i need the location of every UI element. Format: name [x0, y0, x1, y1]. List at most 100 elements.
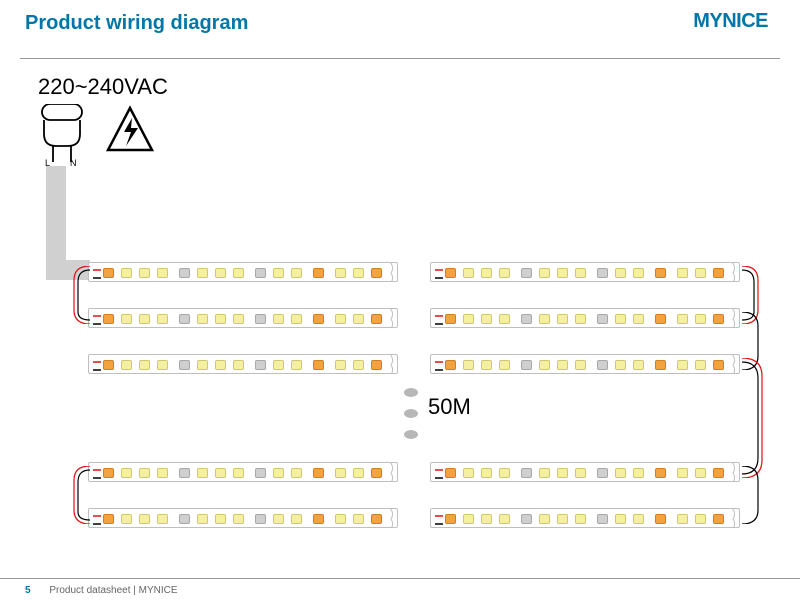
plug-label-n: N [70, 158, 77, 168]
led-grey [179, 468, 190, 478]
led-yellow [633, 314, 644, 324]
led-yellow [463, 268, 474, 278]
led-yellow [695, 314, 706, 324]
led-grey [521, 468, 532, 478]
led-yellow [291, 360, 302, 370]
led-orange [103, 360, 114, 370]
led-yellow [353, 268, 364, 278]
led-yellow [615, 314, 626, 324]
led-yellow [273, 268, 284, 278]
led-grey [597, 314, 608, 324]
led-grey [179, 514, 190, 524]
led-orange [713, 514, 724, 524]
led-yellow [575, 268, 586, 278]
led-yellow [481, 468, 492, 478]
led-yellow [273, 314, 284, 324]
led-yellow [463, 314, 474, 324]
led-yellow [557, 268, 568, 278]
led-grey [597, 360, 608, 370]
led-yellow [615, 268, 626, 278]
led-yellow [499, 360, 510, 370]
led-yellow [677, 314, 688, 324]
led-yellow [677, 514, 688, 524]
led-orange [445, 314, 456, 324]
led-orange [371, 268, 382, 278]
led-grey [597, 468, 608, 478]
led-yellow [121, 360, 132, 370]
led-yellow [557, 468, 568, 478]
led-yellow [481, 268, 492, 278]
led-yellow [677, 360, 688, 370]
led-yellow [539, 360, 550, 370]
strip-contact-pads [434, 467, 444, 479]
led-yellow [233, 360, 244, 370]
led-yellow [499, 514, 510, 524]
led-orange [103, 268, 114, 278]
led-yellow [197, 468, 208, 478]
led-orange [313, 360, 324, 370]
footer-divider [0, 578, 800, 579]
led-yellow [291, 468, 302, 478]
led-orange [713, 268, 724, 278]
led-orange [655, 268, 666, 278]
led-orange [445, 514, 456, 524]
led-yellow [557, 360, 568, 370]
wiring-diagram: 220~240VAC L N [0, 62, 800, 572]
led-grey [255, 268, 266, 278]
led-grey [521, 514, 532, 524]
led-yellow [215, 268, 226, 278]
led-orange [103, 468, 114, 478]
led-grey [179, 360, 190, 370]
led-yellow [615, 468, 626, 478]
led-orange [371, 468, 382, 478]
led-yellow [215, 360, 226, 370]
led-grey [521, 314, 532, 324]
led-yellow [215, 514, 226, 524]
led-yellow [139, 468, 150, 478]
led-grey [179, 268, 190, 278]
led-grey [255, 468, 266, 478]
led-yellow [353, 468, 364, 478]
led-grey [597, 514, 608, 524]
led-yellow [139, 314, 150, 324]
led-yellow [121, 268, 132, 278]
led-grey [521, 360, 532, 370]
led-orange [103, 514, 114, 524]
led-yellow [695, 360, 706, 370]
strip-contact-pads [434, 313, 444, 325]
led-orange [371, 314, 382, 324]
footer-caption: Product datasheet | MYNICE [49, 585, 177, 596]
led-orange [713, 360, 724, 370]
led-yellow [139, 360, 150, 370]
footer: 5 Product datasheet | MYNICE [0, 578, 800, 602]
page-title: Product wiring diagram [25, 12, 248, 34]
led-yellow [291, 268, 302, 278]
led-yellow [633, 360, 644, 370]
led-yellow [291, 514, 302, 524]
led-orange [655, 514, 666, 524]
header: Product wiring diagram MYNICE [0, 0, 800, 50]
led-yellow [677, 468, 688, 478]
led-yellow [499, 468, 510, 478]
led-grey [255, 314, 266, 324]
led-yellow [233, 514, 244, 524]
footer-text: 5 Product datasheet | MYNICE [0, 585, 800, 596]
led-yellow [575, 314, 586, 324]
led-orange [445, 268, 456, 278]
strip-cut-mark [387, 462, 398, 482]
led-yellow [695, 468, 706, 478]
led-orange [713, 314, 724, 324]
led-yellow [197, 314, 208, 324]
wire-right-3-4 [738, 358, 766, 478]
led-yellow [633, 468, 644, 478]
led-yellow [557, 514, 568, 524]
led-yellow [575, 514, 586, 524]
brand-logo: MYNICE [693, 10, 768, 33]
led-yellow [353, 314, 364, 324]
led-yellow [499, 314, 510, 324]
led-yellow [335, 514, 346, 524]
led-yellow [157, 314, 168, 324]
led-yellow [233, 314, 244, 324]
led-yellow [335, 360, 346, 370]
led-orange [371, 360, 382, 370]
